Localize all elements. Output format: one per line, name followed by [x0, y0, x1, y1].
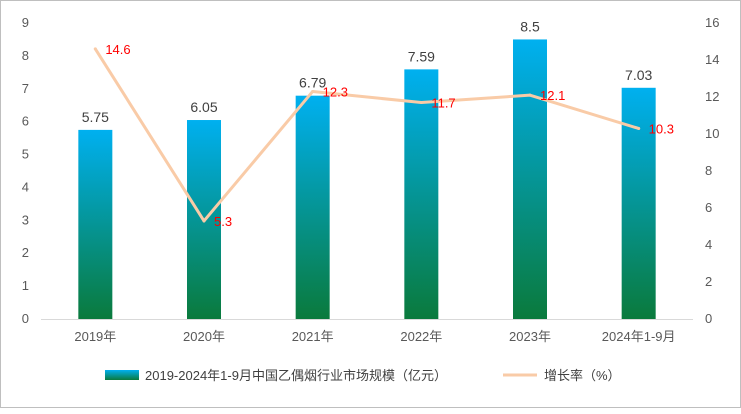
bar-2019年: [78, 129, 113, 319]
rate-value-label: 12.1: [540, 88, 565, 103]
growth-rate-point: [93, 47, 97, 51]
rate-value-label: 10.3: [649, 121, 674, 136]
rate-data-labels: 14.6 5.3 12.3 11.7 12.1 10.3: [105, 42, 674, 229]
left-y-tick-label: 7: [22, 81, 29, 96]
left-y-tick-label: 5: [22, 147, 29, 162]
left-y-tick-label: 8: [22, 48, 29, 63]
right-y-tick-label: 16: [705, 15, 719, 30]
right-y-tick-label: 0: [705, 311, 712, 326]
bar-value-label: 6.79: [299, 75, 326, 91]
bar-series: [78, 39, 656, 320]
rate-value-label: 12.3: [323, 84, 348, 99]
left-y-tick-label: 2: [22, 245, 29, 260]
legend-line-label: 增长率（%）: [544, 368, 621, 383]
left-y-tick-label: 3: [22, 212, 29, 227]
x-tick-label: 2020年: [183, 329, 225, 344]
bar-2021年: [295, 95, 330, 319]
growth-rate-point: [311, 89, 315, 93]
growth-rate-point: [419, 101, 423, 105]
x-axis-ticks: 2019年 2020年 2021年 2022年 2023年 2024年1-9月: [74, 329, 675, 344]
left-y-tick-label: 9: [22, 15, 29, 30]
right-y-tick-label: 10: [705, 126, 719, 141]
left-y-tick-label: 4: [22, 179, 29, 194]
right-y-tick-label: 6: [705, 200, 712, 215]
growth-rate-point: [202, 219, 206, 223]
rate-value-label: 5.3: [214, 214, 232, 229]
right-y-tick-label: 14: [705, 52, 719, 67]
x-tick-label: 2021年: [292, 329, 334, 344]
bar-value-label: 6.05: [190, 99, 217, 115]
x-tick-label: 2023年: [509, 329, 551, 344]
left-y-tick-label: 1: [22, 278, 29, 293]
left-y-axis-ticks: 0 1 2 3 4 5 6 7 8 9: [22, 15, 29, 326]
legend-bar-swatch: [105, 370, 139, 380]
right-y-tick-label: 4: [705, 237, 712, 252]
growth-rate-point: [528, 93, 532, 97]
bar-2023年: [513, 39, 547, 319]
rate-value-label: 11.7: [431, 96, 455, 111]
growth-rate-point: [637, 126, 641, 130]
right-y-tick-label: 2: [705, 274, 712, 289]
right-y-tick-label: 8: [705, 163, 712, 178]
bar-value-label: 7.03: [625, 67, 652, 83]
rate-value-label: 14.6: [105, 42, 130, 57]
left-y-tick-label: 0: [22, 311, 29, 326]
bar-value-label: 7.59: [408, 48, 435, 64]
bar-data-labels: 5.75 6.05 6.79 7.59 8.5 7.03: [82, 18, 653, 124]
growth-rate-series: [93, 47, 641, 223]
right-y-axis-ticks: 0 2 4 6 8 10 12 14 16: [705, 15, 719, 326]
legend-bar-label: 2019-2024年1-9月中国乙偶烟行业市场规模（亿元）: [145, 368, 447, 383]
x-tick-label: 2024年1-9月: [602, 329, 676, 344]
bar-value-label: 8.5: [520, 18, 540, 34]
x-tick-label: 2019年: [74, 329, 116, 344]
right-y-tick-label: 12: [705, 89, 719, 104]
bar-2022年: [404, 69, 439, 319]
legend: 2019-2024年1-9月中国乙偶烟行业市场规模（亿元） 增长率（%）: [105, 368, 621, 383]
left-y-tick-label: 6: [22, 114, 29, 129]
bar-value-label: 5.75: [82, 109, 109, 125]
x-tick-label: 2022年: [400, 329, 442, 344]
growth-rate-line: [93, 47, 641, 223]
